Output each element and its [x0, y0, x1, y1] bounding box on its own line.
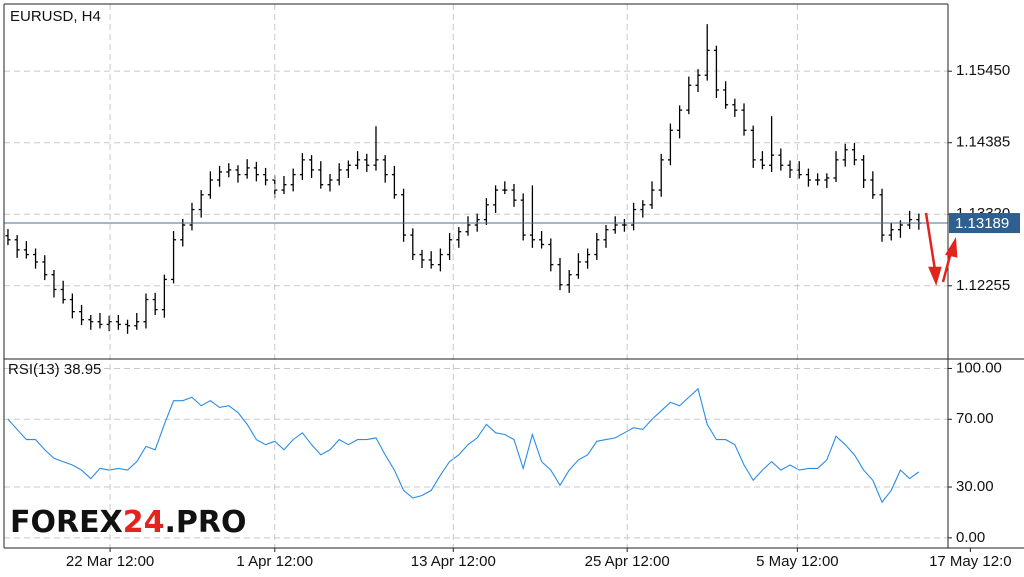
- y-tick-label: 0.00: [956, 529, 985, 546]
- x-tick-label: 17 May 12:0: [929, 553, 1012, 570]
- watermark-part: FOREX: [10, 505, 123, 540]
- watermark: FOREX24.PRO: [10, 505, 246, 540]
- chart-title: EURUSD, H4: [10, 8, 101, 25]
- rsi-line: [7, 387, 920, 504]
- y-tick-label: 100.00: [956, 359, 1002, 376]
- arrow-head: [928, 266, 942, 286]
- forecast-arrows: [924, 212, 958, 286]
- rsi-title: RSI(13) 38.95: [8, 361, 101, 378]
- rsi-last-value: 38.95: [64, 361, 102, 378]
- arrow-head: [945, 237, 958, 258]
- arrow-down: [924, 212, 937, 271]
- x-tick-label: 1 Apr 12:00: [236, 553, 313, 570]
- x-tick-label: 22 Mar 12:00: [66, 553, 154, 570]
- y-tick-label: 1.15450: [956, 62, 1010, 79]
- x-tick-label: 25 Apr 12:00: [585, 553, 670, 570]
- y-tick-label: 1.12255: [956, 277, 1010, 294]
- y-tick-label: 70.00: [956, 410, 994, 427]
- watermark-part: .PRO: [164, 505, 246, 540]
- arrow-up: [941, 251, 953, 283]
- last-price-label: 1.13189: [955, 215, 1009, 232]
- plot-layer: 1.154501.143851.133201.122551.13189100.0…: [4, 4, 1020, 570]
- x-tick-label: 13 Apr 12:00: [411, 553, 496, 570]
- x-tick-label: 5 May 12:00: [756, 553, 839, 570]
- watermark-part: 24: [123, 505, 165, 540]
- y-tick-label: 30.00: [956, 478, 994, 495]
- y-tick-label: 1.14385: [956, 134, 1010, 151]
- last-price-box: [949, 213, 1020, 234]
- rsi-name: RSI(13): [8, 361, 60, 378]
